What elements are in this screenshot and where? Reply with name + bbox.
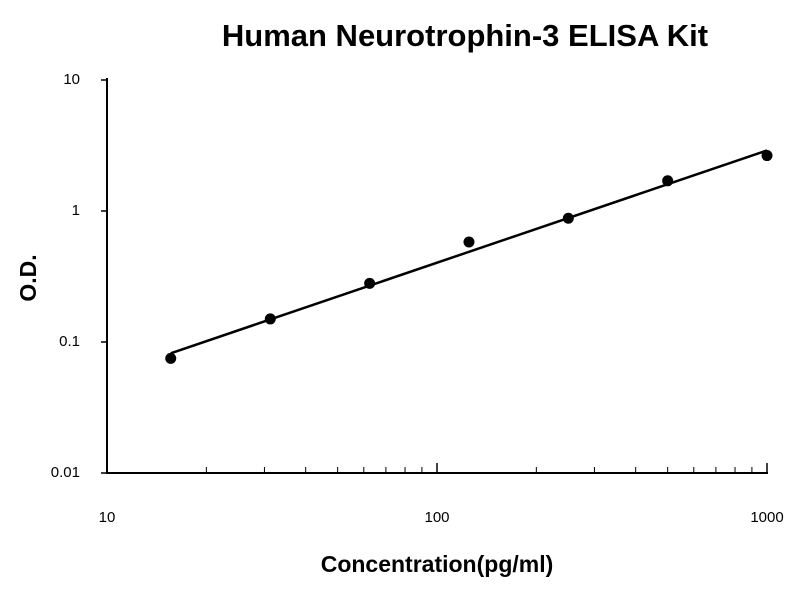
data-point xyxy=(264,313,276,325)
y-tick-label: 10 xyxy=(63,71,80,88)
y-tick-label: 1 xyxy=(72,202,80,219)
y-tick-label: 0.01 xyxy=(51,464,80,481)
data-point xyxy=(662,175,674,187)
y-tick-label: 0.1 xyxy=(59,333,80,350)
x-tick-label: 10 xyxy=(99,509,116,526)
chart-title: Human Neurotrophin-3 ELISA Kit xyxy=(222,18,708,53)
data-point xyxy=(364,277,376,289)
y-axis-title: O.D. xyxy=(15,254,41,301)
data-point xyxy=(562,212,574,224)
data-point xyxy=(463,236,475,248)
x-axis-title: Concentration(pg/ml) xyxy=(321,551,554,577)
data-point xyxy=(761,150,773,162)
x-tick-label: 100 xyxy=(424,509,449,526)
x-tick-label: 1000 xyxy=(750,509,783,526)
fit-line xyxy=(170,149,768,355)
data-point xyxy=(165,352,177,364)
